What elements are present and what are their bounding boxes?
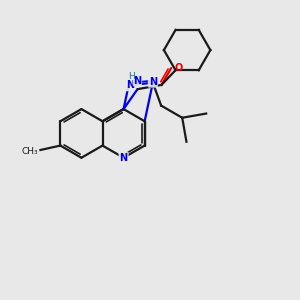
- Text: O: O: [175, 63, 183, 73]
- Text: N: N: [134, 76, 142, 86]
- Text: CH₃: CH₃: [22, 147, 38, 156]
- Text: H: H: [129, 72, 135, 81]
- Text: N: N: [119, 153, 128, 163]
- Text: N: N: [149, 76, 157, 87]
- Text: N: N: [126, 80, 134, 90]
